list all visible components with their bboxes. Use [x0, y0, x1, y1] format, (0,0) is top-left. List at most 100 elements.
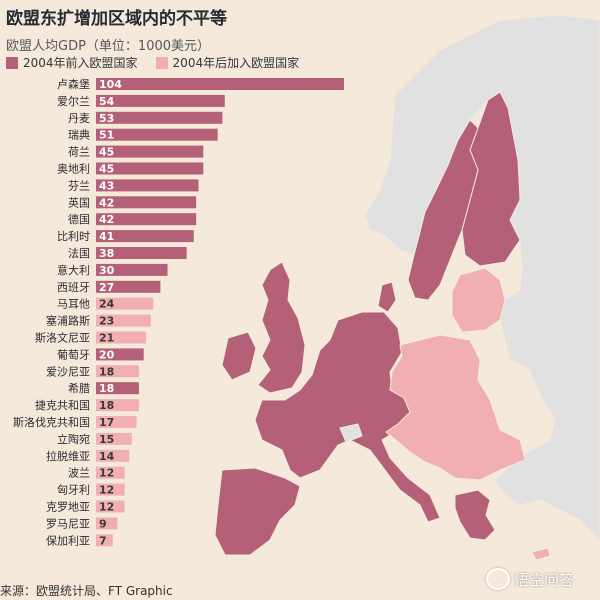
data-label: 54 — [99, 95, 115, 108]
chart-subtitle: 欧盟人均GDP（单位：1000美元） — [6, 39, 211, 54]
bar — [96, 500, 125, 513]
data-label: 14 — [99, 450, 115, 463]
bar — [96, 179, 199, 192]
data-label: 30 — [99, 264, 115, 277]
category-label: 斯洛文尼亚 — [35, 331, 90, 345]
category-label: 奥地利 — [57, 162, 90, 176]
category-label: 拉脱维亚 — [46, 449, 90, 463]
category-label: 匈牙利 — [57, 483, 90, 497]
data-label: 42 — [99, 196, 114, 209]
legend-label-pre2004: 2004年前入欧盟国家 — [23, 56, 138, 70]
bar — [96, 280, 161, 293]
bar — [96, 247, 187, 259]
bar — [96, 196, 197, 209]
bar — [96, 128, 218, 141]
bar — [96, 416, 137, 428]
bar — [96, 399, 139, 412]
chart-title: 欧盟东扩增加区域内的不平等 — [6, 9, 227, 29]
legend-swatch-pre2004 — [6, 56, 18, 69]
bar — [96, 483, 125, 496]
data-label: 45 — [99, 146, 114, 159]
bar — [96, 230, 194, 243]
bar — [96, 314, 151, 327]
data-label: 42 — [99, 213, 114, 226]
bar — [96, 449, 130, 462]
data-label: 21 — [99, 332, 114, 345]
map-baltics — [451, 267, 506, 333]
legend: 2004年前入欧盟国家 2004年后加入欧盟国家 — [6, 54, 317, 71]
map-non-eu-land — [364, 14, 600, 541]
bar — [96, 162, 204, 175]
bar — [96, 534, 113, 547]
bar — [96, 432, 132, 445]
category-label: 捷克共和国 — [35, 398, 90, 412]
map-eastern-europe — [385, 334, 526, 481]
bar-chart: 卢森堡 104 爱尔兰 54 丹麦 53 瑞典 51 荷兰 45 奥地利 45 芬兰 43 英国 42 德国 42… — [13, 77, 344, 547]
data-label: 18 — [99, 382, 114, 395]
bar — [96, 331, 147, 344]
watermark-text: 悟空问答 — [514, 570, 575, 589]
map-denmark — [377, 281, 397, 313]
bar — [96, 348, 144, 361]
data-label: 27 — [99, 281, 114, 294]
category-label: 斯洛伐克共和国 — [13, 415, 90, 429]
data-label: 18 — [99, 365, 114, 378]
category-label: 瑞典 — [68, 128, 90, 142]
category-label: 葡萄牙 — [57, 348, 90, 361]
category-label: 罗马尼亚 — [46, 517, 90, 530]
bar — [96, 382, 139, 395]
data-label: 12 — [99, 467, 114, 480]
category-label: 爱沙尼亚 — [46, 365, 90, 378]
data-label: 9 — [99, 517, 107, 530]
category-label: 比利时 — [57, 230, 90, 243]
category-label: 波兰 — [68, 467, 90, 480]
legend-label-post2004: 2004年后加入欧盟国家 — [172, 56, 300, 70]
category-label: 芬兰 — [68, 179, 90, 192]
map-uk — [257, 261, 306, 394]
category-label: 荷兰 — [68, 146, 90, 159]
data-label: 17 — [99, 416, 114, 429]
chat-bubble-icon — [486, 568, 510, 590]
category-label: 丹麦 — [68, 112, 90, 125]
bar — [96, 297, 154, 310]
map-iberia — [214, 467, 301, 556]
data-label: 20 — [99, 348, 115, 361]
legend-swatch-post2004 — [155, 56, 168, 69]
source-note: 来源：欧盟统计局、FT Graphic — [0, 584, 173, 598]
category-label: 意大利 — [57, 263, 90, 277]
bar — [96, 78, 344, 90]
category-label: 希腊 — [68, 381, 90, 395]
category-label: 西班牙 — [57, 281, 90, 294]
bar — [96, 145, 204, 158]
category-label: 立陶宛 — [57, 432, 90, 446]
data-label: 41 — [99, 230, 114, 243]
data-label: 12 — [99, 501, 114, 514]
legend-item-post2004: 2004年后加入欧盟国家 — [155, 54, 300, 71]
bar — [96, 365, 139, 378]
bar — [96, 466, 125, 479]
map-ireland — [221, 331, 257, 381]
map-switzerland — [339, 423, 363, 443]
data-label: 24 — [99, 298, 115, 311]
data-label: 43 — [99, 179, 114, 192]
map-greece — [454, 489, 496, 541]
category-label: 爱尔兰 — [57, 95, 90, 108]
category-label: 卢森堡 — [57, 77, 90, 91]
data-label: 15 — [99, 433, 114, 446]
data-label: 7 — [99, 534, 107, 547]
category-label: 马耳他 — [57, 298, 90, 311]
bar — [96, 517, 118, 530]
data-label: 18 — [99, 399, 114, 412]
data-label: 45 — [99, 163, 114, 176]
category-label: 克罗地亚 — [46, 501, 90, 514]
data-label: 53 — [99, 112, 114, 125]
watermark: 悟空问答 — [486, 568, 574, 590]
data-label: 51 — [99, 129, 114, 142]
bar — [96, 111, 223, 124]
category-label: 法国 — [68, 246, 90, 260]
category-label: 英国 — [68, 195, 90, 209]
category-label: 塞浦路斯 — [46, 314, 90, 328]
data-label: 38 — [99, 247, 114, 260]
